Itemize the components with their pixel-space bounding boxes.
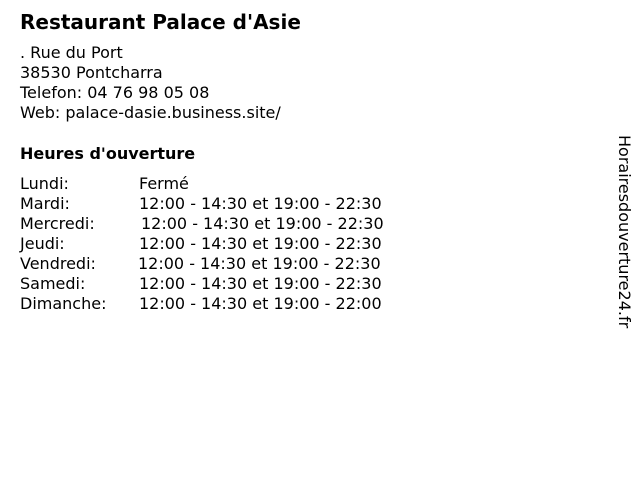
hours-heading: Heures d'ouverture: [20, 144, 196, 163]
time: 12:00 - 14:30 et 19:00 - 22:30: [139, 194, 382, 213]
time: Fermé: [139, 174, 189, 193]
day: Mercredi:: [20, 214, 95, 233]
time: 12:00 - 14:30 et 19:00 - 22:30: [141, 214, 384, 233]
day: Lundi:: [20, 174, 69, 193]
time: 12:00 - 14:30 et 19:00 - 22:30: [139, 274, 382, 293]
hours-row: Samedi: 12:00 - 14:30 et 19:00 - 22:30: [20, 274, 384, 294]
address-block: . Rue du Port 38530 Pontcharra Telefon: …: [20, 43, 281, 123]
city: 38530 Pontcharra: [20, 63, 163, 82]
page-title: Restaurant Palace d'Asie: [20, 10, 301, 34]
website: Web: palace-dasie.business.site/: [20, 103, 281, 122]
street: . Rue du Port: [20, 43, 123, 62]
hours-row: Jeudi: 12:00 - 14:30 et 19:00 - 22:30: [20, 234, 384, 254]
day: Samedi:: [20, 274, 86, 293]
day: Jeudi:: [20, 234, 65, 253]
time: 12:00 - 14:30 et 19:00 - 22:00: [139, 294, 382, 313]
day: Dimanche:: [20, 294, 107, 313]
phone: Telefon: 04 76 98 05 08: [20, 83, 210, 102]
day: Mardi:: [20, 194, 70, 213]
time: 12:00 - 14:30 et 19:00 - 22:30: [138, 254, 381, 273]
site-watermark: Horairesdouverture24.fr: [615, 135, 634, 329]
hours-row: Lundi: Fermé: [20, 174, 384, 194]
time: 12:00 - 14:30 et 19:00 - 22:30: [139, 234, 382, 253]
hours-row: Mercredi: 12:00 - 14:30 et 19:00 - 22:30: [20, 214, 384, 234]
hours-row: Dimanche: 12:00 - 14:30 et 19:00 - 22:00: [20, 294, 384, 314]
day: Vendredi:: [20, 254, 96, 273]
hours-row: Mardi: 12:00 - 14:30 et 19:00 - 22:30: [20, 194, 384, 214]
hours-table: Lundi: Fermé Mardi: 12:00 - 14:30 et 19:00…: [20, 174, 384, 314]
hours-row: Vendredi: 12:00 - 14:30 et 19:00 - 22:30: [20, 254, 384, 274]
